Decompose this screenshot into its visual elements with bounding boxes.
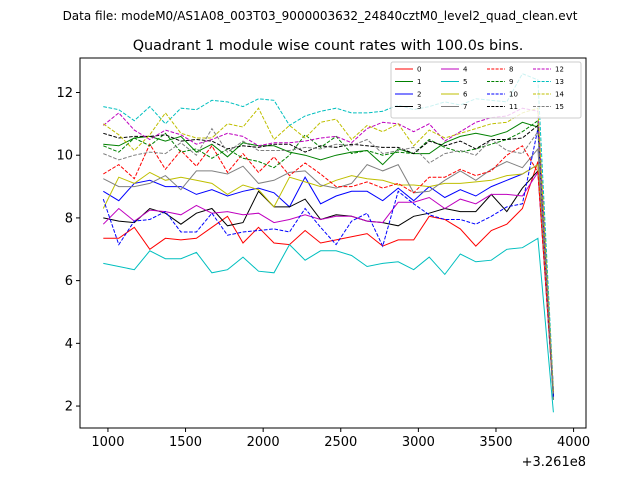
- series-line-2: [103, 163, 554, 397]
- chart-suptitle: Data file: modeM0/AS1A08_003T03_90000036…: [63, 9, 578, 23]
- series-line-11: [103, 124, 554, 392]
- x-tick-label: 1000: [91, 435, 124, 450]
- series-line-8: [103, 143, 554, 394]
- legend-label-3: 3: [417, 103, 421, 111]
- legend-label-6: 6: [463, 91, 468, 99]
- y-tick-label: 12: [56, 86, 73, 101]
- legend-box: [390, 61, 582, 119]
- legend-label-1: 1: [417, 78, 421, 86]
- axes-frame: [79, 57, 587, 429]
- series-line-10: [102, 128, 554, 397]
- y-tick-label: 4: [65, 337, 73, 352]
- legend-label-7: 7: [463, 103, 467, 111]
- series-line-0: [103, 161, 554, 394]
- series-line-6: [102, 163, 554, 397]
- legend-label-10: 10: [509, 91, 518, 99]
- y-axis: 2 4 6 8 10 12: [56, 86, 80, 415]
- series-line-15: [103, 127, 554, 394]
- chart-title: Quadrant 1 module wise count rates with …: [133, 38, 524, 54]
- x-tick-label: 2000: [247, 435, 280, 450]
- series-line-1: [103, 121, 554, 400]
- legend-label-5: 5: [463, 78, 467, 86]
- x-offset-label: +3.261e8: [522, 455, 586, 470]
- series-line-4: [102, 170, 554, 397]
- series-line-12: [102, 107, 554, 391]
- legend-label-14: 14: [555, 91, 564, 99]
- series-line-7: [103, 147, 554, 400]
- legend-label-2: 2: [417, 91, 421, 99]
- series-line-5: [103, 237, 554, 413]
- x-tick-label: 3000: [402, 435, 435, 450]
- y-tick-label: 10: [56, 149, 73, 164]
- legend-label-12: 12: [555, 66, 564, 74]
- legend-label-15: 15: [555, 103, 564, 111]
- y-tick-label: 6: [65, 274, 73, 289]
- series-line-14: [103, 107, 554, 394]
- series-line-9: [103, 119, 554, 397]
- legend-label-8: 8: [509, 66, 513, 74]
- legend-label-0: 0: [417, 66, 421, 74]
- x-tick-label: 4000: [557, 435, 590, 450]
- y-tick-label: 2: [65, 400, 73, 415]
- legend-label-9: 9: [509, 78, 513, 86]
- legend-label-13: 13: [555, 78, 564, 86]
- series-layer: [102, 73, 554, 413]
- legend-label-11: 11: [509, 103, 518, 111]
- x-tick-label: 2500: [324, 435, 357, 450]
- x-tick-label: 1500: [169, 435, 202, 450]
- series-line-3: [103, 169, 554, 396]
- x-tick-label: 3500: [479, 435, 512, 450]
- legend-label-4: 4: [463, 66, 468, 74]
- y-tick-label: 8: [65, 211, 73, 226]
- x-axis: 1000 1500 2000 2500 3000 3500 4000: [91, 428, 590, 450]
